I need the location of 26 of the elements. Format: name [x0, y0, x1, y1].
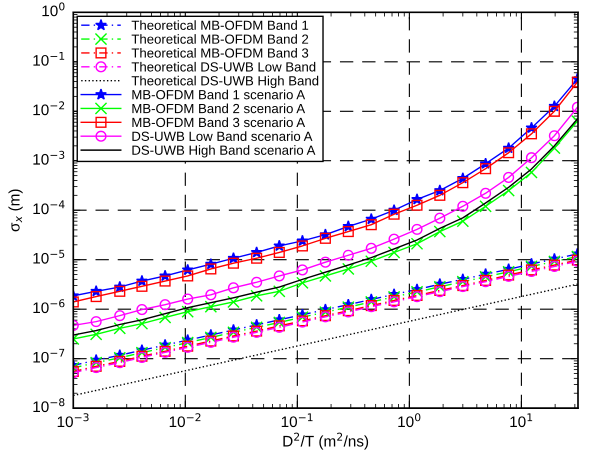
legend-label: MB-OFDM Band 3 scenario A — [132, 117, 306, 128]
x-tick-label: 10$^{1}$ — [510, 413, 532, 428]
legend-label: Theoretical MB-OFDM Band 2 — [132, 34, 308, 44]
y-tick-label: 10$^{−8}$ — [33, 398, 64, 412]
y-tick-label: 10$^{−3}$ — [33, 150, 64, 165]
legend-label: Theoretical DS-UWB Low Band — [132, 62, 316, 72]
x-tick-label: 10$^{0}$ — [398, 413, 420, 428]
x-tick-label: 10$^{−2}$ — [170, 413, 200, 428]
legend-label: DS-UWB High Band scenario A — [132, 145, 316, 158]
y-tick-label: 10$^{0}$ — [42, 2, 65, 16]
y-axis-title: σ$_{x}$ (m) — [8, 189, 23, 232]
x-axis-title: D$^{2}$/T (m$^{2}$/ns) — [283, 432, 368, 450]
legend-label: Theoretical MB-OFDM Band 1 — [132, 20, 308, 30]
legend-label: Theoretical DS-UWB High Band — [132, 76, 318, 88]
x-tick-label: 10$^{−3}$ — [58, 413, 89, 428]
y-tick-label: 10$^{−7}$ — [33, 348, 64, 363]
legend-label: DS-UWB Low Band scenario A — [132, 131, 312, 141]
y-tick-label: 10$^{−5}$ — [33, 250, 64, 264]
y-tick-label: 10$^{−1}$ — [33, 52, 64, 66]
y-tick-label: 10$^{−4}$ — [33, 200, 65, 214]
y-tick-label: 10$^{−6}$ — [33, 299, 64, 314]
y-tick-label: 10$^{−2}$ — [33, 101, 64, 116]
legend-label: MB-OFDM Band 1 scenario A — [132, 90, 306, 100]
legend-label: MB-OFDM Band 2 scenario A — [132, 104, 306, 114]
x-tick-label: 10$^{−1}$ — [282, 413, 313, 428]
legend-label: Theoretical MB-OFDM Band 3 — [132, 48, 308, 58]
